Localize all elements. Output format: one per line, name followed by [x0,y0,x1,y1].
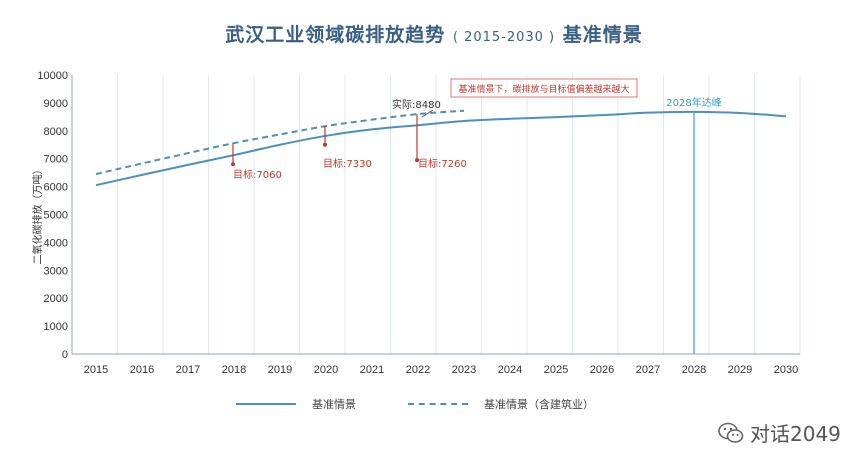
y-tick-label: 6000 [44,182,68,194]
chart-area: 0 1000 2000 3000 4000 5000 6000 7000 8000 9000 100… [31,70,801,376]
target-marker-dot [415,158,419,163]
legend-dashed-swatch [408,403,468,405]
watermark-text: 对话2049 [750,422,841,446]
y-tick-label: 0 [62,349,68,361]
legend-label-baseline: 基准情景 [312,398,356,411]
x-tick-label: 2017 [176,364,200,376]
x-tick-label: 2022 [406,364,430,376]
target-marker-dot [323,142,327,147]
chart-title-years: ( 2015-2030 ) [452,30,556,45]
x-tick-label: 2016 [130,364,154,376]
y-tick-label: 4000 [44,237,68,249]
target-label: 目标:7060 [233,169,282,181]
actual-label: 实际:8480 [392,98,441,111]
y-tick-label: 8000 [44,126,68,138]
y-tick-label: 9000 [44,98,68,110]
legend-label-construction: 基准情景（含建筑业） [484,398,594,411]
x-tick-label: 2021 [360,364,384,376]
x-tick-label: 2015 [84,364,108,376]
x-tick-label: 2025 [544,364,568,376]
chart-title: 武汉工业领域碳排放趋势 ( 2015-2030 ) 基准情景 [0,20,868,47]
y-axis-label: 二氧化碳排放（万吨） [31,165,44,265]
chart-title-main: 武汉工业领域碳排放趋势 [225,24,446,46]
legend: 基准情景 基准情景（含建筑业） [0,396,868,418]
x-tick-label: 2028 [682,364,706,376]
note-box [450,78,638,98]
y-tick-label: 7000 [44,154,68,166]
chart-title-scenario: 基准情景 [562,24,643,46]
y-tick-label: 1000 [44,321,68,333]
x-tick-label: 2029 [728,364,752,376]
target-marker-dot [231,162,235,167]
x-tick-label: 2019 [268,364,292,376]
series-line-baseline [95,110,787,187]
y-tick-label: 10000 [37,70,68,82]
series-line-construction [95,109,465,176]
actual-label-pointer [421,109,434,118]
legend-solid-swatch [236,403,296,405]
legend-item-baseline: 基准情景 [236,396,356,412]
x-tick-label: 2026 [590,364,614,376]
watermark: 对话2049 [718,418,841,447]
y-tick-label: 3000 [44,265,68,277]
peak-label: 2028年达峰 [666,96,721,109]
x-tick-label: 2020 [314,364,338,376]
x-tick-label: 2030 [774,364,798,376]
target-label: 目标:7260 [418,158,467,170]
x-tick-label: 2027 [636,364,660,376]
x-tick-label: 2023 [452,364,476,376]
note-text: 基准情景下，碳排放与目标值偏差越来越大 [458,83,629,95]
wechat-icon [718,422,744,443]
legend-item-construction: 基准情景（含建筑业） [408,396,594,412]
y-tick-label: 2000 [44,293,68,305]
x-tick-label: 2024 [498,364,522,376]
x-tick-label: 2018 [222,364,246,376]
y-tick-label: 5000 [44,210,68,222]
target-label: 目标:7330 [323,158,372,170]
